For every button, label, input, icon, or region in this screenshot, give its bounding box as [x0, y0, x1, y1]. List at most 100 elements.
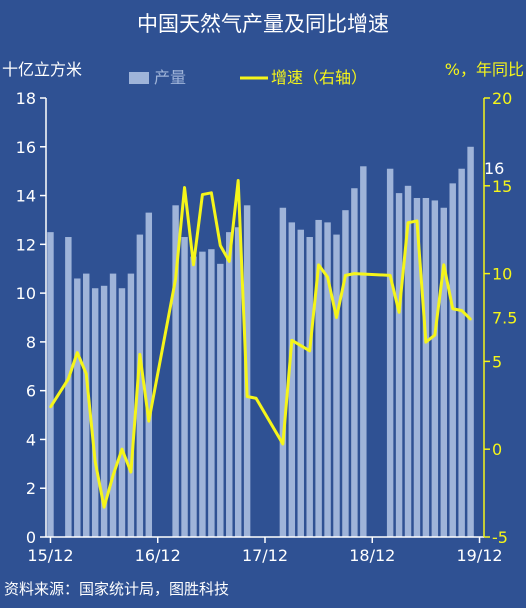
- left-tick-label-18: 18: [16, 89, 36, 108]
- legend-bar-label: 产量: [154, 68, 186, 87]
- bar-2017-08: [226, 232, 233, 537]
- x-tick-label-2015-12: 15/12: [27, 546, 73, 565]
- bar-2018-11: [360, 166, 367, 538]
- bar-2016-07: [109, 273, 117, 537]
- x-tick-label-2018-12: 18/12: [349, 546, 395, 565]
- bar-2018-04: [297, 229, 304, 537]
- growth-point-2017-08: [228, 260, 231, 263]
- bar-2018-08: [333, 234, 340, 537]
- growth-point-2018-08: [335, 316, 338, 319]
- growth-point-2016-07: [111, 474, 115, 477]
- growth-point-2017-04: [192, 263, 195, 267]
- left-tick-label-4: 4: [26, 430, 36, 449]
- growth-point-2018-02: [281, 442, 285, 446]
- x-tick-label-2017-12: 17/12: [242, 546, 288, 565]
- bar-2019-02: [386, 168, 394, 538]
- growth-point-2015-12: [49, 405, 52, 409]
- growth-point-2019-05: [415, 219, 419, 223]
- growth-point-2017-11: [254, 397, 258, 400]
- bar-2019-06: [422, 197, 430, 538]
- bar-2019-03: [395, 193, 403, 537]
- bar-2019-08: [440, 207, 447, 537]
- left-axis-unit-label: 十亿立方米: [2, 60, 83, 79]
- growth-point-2019-09: [451, 307, 454, 310]
- bar-2016-10: [136, 234, 144, 537]
- growth-point-2017-02: [174, 277, 177, 281]
- left-tick-label-12: 12: [16, 235, 36, 254]
- bar-2017-05: [199, 251, 206, 537]
- bar-2018-03: [288, 222, 296, 537]
- right-tick-label-20: 20: [492, 89, 512, 108]
- chart-axes: 0 2 4 6 8 10 12 14 16 18 -5 0 5 10 15 20 16 7.5 15/12 16/12…: [16, 89, 518, 565]
- growth-point-2017-07: [219, 244, 222, 247]
- growth-point-2019-07: [433, 333, 437, 337]
- growth-point-2016-02: [67, 377, 70, 381]
- bar-2017-02: [172, 205, 179, 537]
- bar-2018-10: [351, 188, 358, 538]
- growth-point-2019-11: [469, 318, 472, 321]
- growth-point-2019-10: [460, 309, 463, 312]
- growth-point-2019-08: [442, 263, 445, 267]
- bar-2019-10: [458, 168, 465, 538]
- growth-line: [49, 179, 472, 509]
- bar-2017-04: [190, 256, 197, 537]
- right-tick-label-0: 0: [492, 440, 502, 459]
- chart-legend: 产量 增速（右轴）: [129, 68, 367, 87]
- right-tick-label-10: 10: [492, 265, 512, 284]
- extra-value-label-16: 16: [484, 159, 504, 178]
- chart-title: 中国天然气产量及同比增速: [137, 12, 389, 36]
- bar-2019-05: [413, 197, 421, 538]
- bar-2016-08: [118, 288, 126, 537]
- bar-2018-02: [279, 207, 287, 537]
- line-series-growth: [49, 179, 472, 509]
- bar-2018-09: [342, 210, 349, 537]
- bar-2016-03: [74, 278, 81, 537]
- growth-point-2016-03: [76, 351, 79, 354]
- bar-2019-11: [467, 146, 474, 537]
- bar-2016-02: [65, 237, 72, 537]
- growth-point-2017-06: [210, 191, 213, 195]
- growth-point-2019-06: [424, 340, 428, 344]
- bar-2018-05: [306, 237, 313, 537]
- bar-2017-07: [217, 263, 224, 537]
- growth-point-2017-03: [183, 186, 186, 189]
- growth-point-2017-10: [245, 395, 249, 398]
- growth-point-2018-04: [299, 344, 302, 347]
- legend-line-label: 增速（右轴）: [271, 68, 367, 87]
- left-tick-label-8: 8: [26, 333, 36, 352]
- right-tick-label-15: 15: [492, 177, 512, 196]
- bar-2019-07: [431, 200, 439, 537]
- legend-bar-swatch: [129, 72, 149, 84]
- growth-point-2019-03: [397, 311, 401, 314]
- growth-point-2016-09: [129, 470, 133, 474]
- x-tick-label-2016-12: 16/12: [135, 546, 181, 565]
- bar-2016-06: [100, 285, 108, 537]
- bar-2018-07: [324, 222, 331, 537]
- bar-2016-04: [83, 273, 90, 537]
- growth-point-2016-08: [120, 448, 124, 451]
- bar-2018-06: [315, 219, 322, 537]
- right-tick-label-5: 5: [492, 352, 502, 371]
- growth-point-2018-05: [308, 349, 311, 353]
- left-tick-label-14: 14: [16, 187, 36, 206]
- growth-point-2018-09: [344, 274, 347, 277]
- growth-point-2017-05: [201, 193, 204, 196]
- left-tick-label-10: 10: [16, 284, 36, 303]
- right-tick-label--5: -5: [492, 528, 508, 547]
- bar-2017-06: [208, 249, 215, 537]
- growth-point-2019-04: [406, 221, 410, 224]
- growth-point-2019-02: [388, 274, 392, 277]
- growth-point-2016-05: [93, 460, 97, 463]
- right-axis-unit-label: %，年同比: [444, 60, 524, 79]
- left-tick-label-0: 0: [26, 528, 36, 547]
- growth-point-2016-04: [85, 372, 88, 375]
- bar-2015-12: [47, 232, 54, 537]
- bar-2016-05: [91, 288, 99, 537]
- growth-point-2016-06: [102, 505, 106, 509]
- growth-point-2016-11: [147, 419, 150, 423]
- source-note: 资料来源：国家统计局，图胜科技: [4, 580, 230, 598]
- bar-2016-11: [145, 212, 153, 537]
- x-tick-label-2019-12: 19/12: [456, 546, 502, 565]
- bar-2016-09: [127, 273, 135, 537]
